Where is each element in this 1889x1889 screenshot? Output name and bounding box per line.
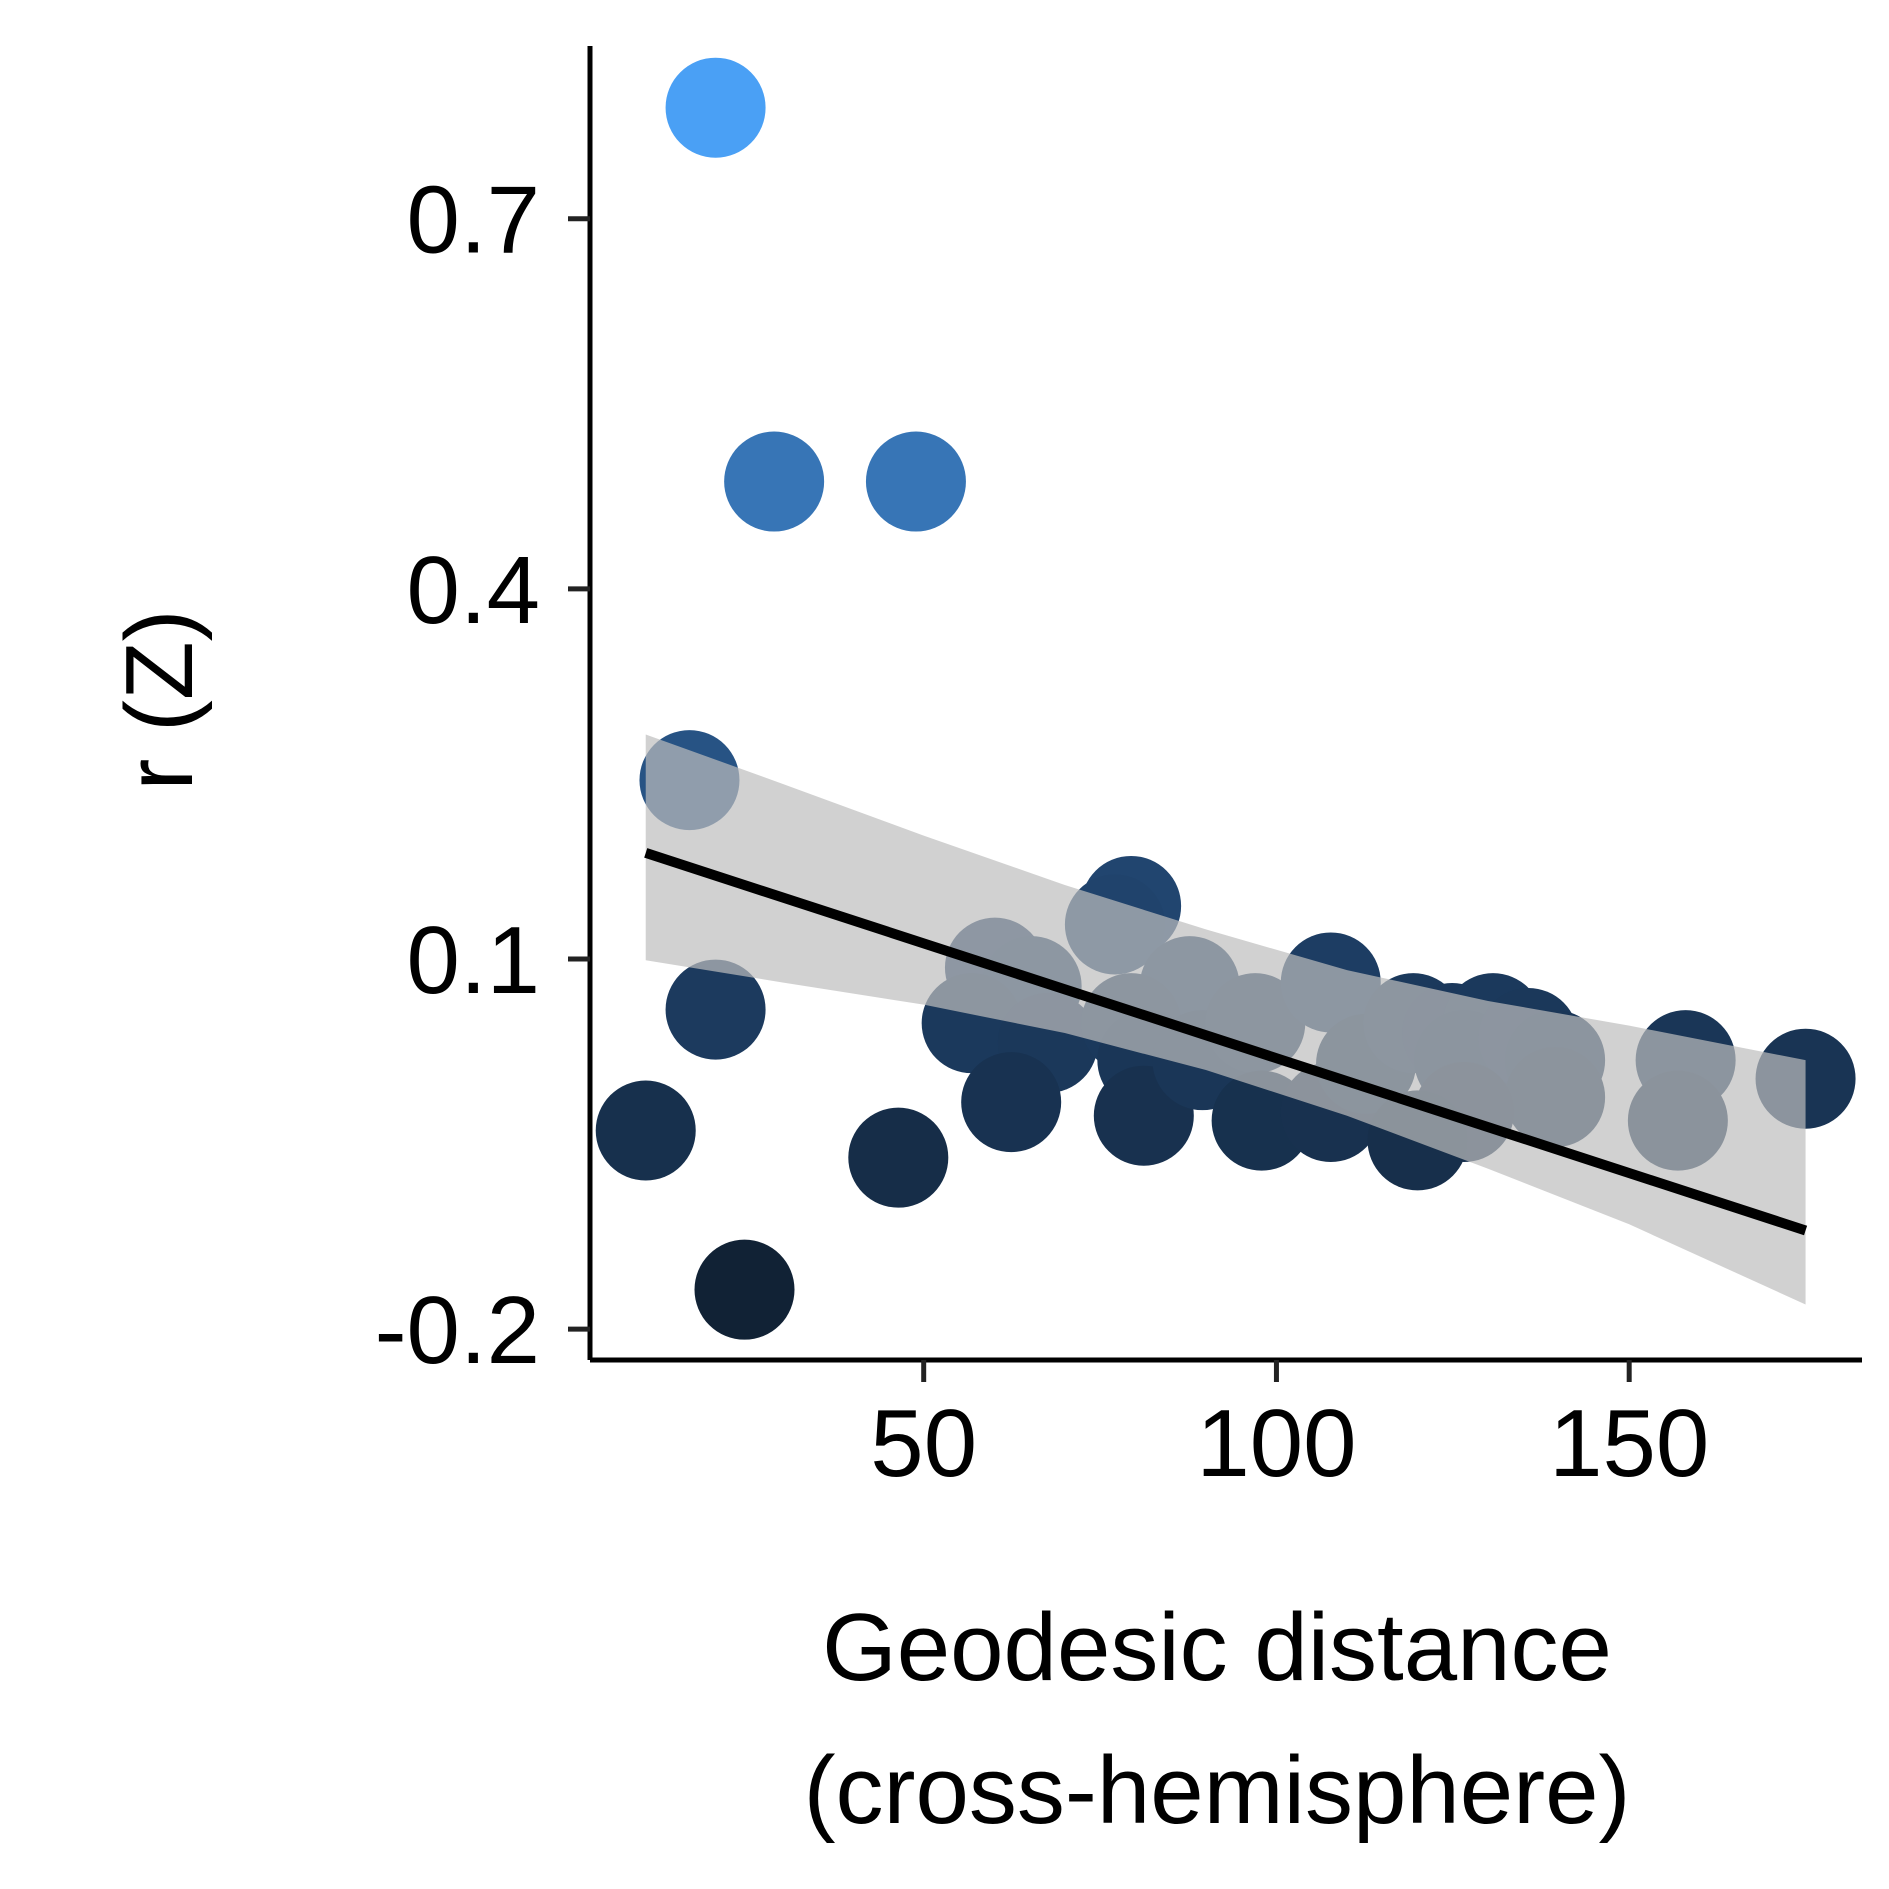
data-point [848, 1107, 949, 1208]
data-point [665, 57, 766, 158]
y-tick-label: 0.4 [407, 537, 540, 644]
x-axis-title-line-2: (cross-hemisphere) [804, 1737, 1631, 1844]
data-point [961, 1052, 1062, 1153]
y-tick-label: -0.2 [375, 1277, 540, 1384]
x-tick-label: 150 [1549, 1390, 1709, 1497]
data-point [595, 1080, 696, 1181]
data-point [694, 1239, 795, 1340]
regression-fit-layer [644, 848, 1808, 1236]
y-axis-title: r (Z) [106, 609, 213, 790]
data-point [724, 431, 825, 532]
y-tick-label: 0.7 [407, 167, 540, 274]
data-point [865, 431, 966, 532]
y-tick-label: 0.1 [407, 907, 540, 1014]
axis-labels: r (Z) Geodesic distance (cross-hemispher… [106, 609, 1630, 1844]
confidence-band [645, 734, 1806, 1305]
confidence-band-layer [645, 734, 1806, 1305]
x-axis-title-line-1: Geodesic distance [822, 1594, 1612, 1701]
regression-line [644, 848, 1808, 1236]
x-tick-label: 100 [1196, 1390, 1356, 1497]
data-point [665, 959, 766, 1060]
axes: -0.2 0.1 0.4 0.7 50 100 150 [375, 46, 1862, 1497]
x-tick-label: 50 [870, 1390, 977, 1497]
